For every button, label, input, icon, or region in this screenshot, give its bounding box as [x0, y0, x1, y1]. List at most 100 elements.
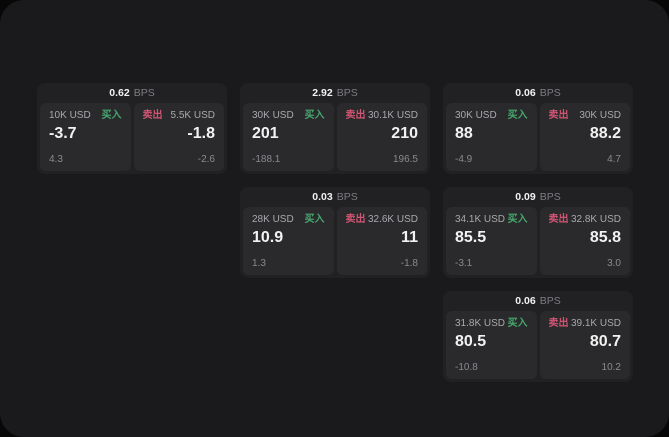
buy-quote-tile[interactable]: 10K USD 买入 -3.7 4.3 — [40, 103, 131, 171]
buy-amount: 30K USD — [455, 110, 497, 121]
buy-side-label: 买入 — [507, 214, 528, 225]
quote-card: 0.09 BPS 34.1K USD 买入 85.5 -3.1 卖出 32.8K… — [443, 187, 633, 278]
quote-card-body: 34.1K USD 买入 85.5 -3.1 卖出 32.8K USD 85.8… — [446, 207, 630, 275]
buy-secondary-value: -188.1 — [252, 154, 281, 165]
buy-price: 80.5 — [455, 333, 487, 350]
bps-value: 2.92 — [312, 87, 333, 99]
buy-amount: 31.8K USD — [455, 318, 506, 329]
quote-card: 0.06 BPS 30K USD 买入 88 -4.9 卖出 30K USD 8… — [443, 83, 633, 174]
bps-value: 0.06 — [515, 295, 536, 307]
sell-tile-header: 卖出 39.1K USD — [549, 319, 622, 329]
buy-quote-tile[interactable]: 31.8K USD 买入 80.5 -10.8 — [446, 311, 537, 379]
sell-quote-tile[interactable]: 卖出 30.1K USD 210 196.5 — [336, 103, 427, 171]
bps-unit-label: BPS — [539, 295, 561, 307]
sell-side-label: 卖出 — [345, 110, 366, 121]
quote-card-body: 10K USD 买入 -3.7 4.3 卖出 5.5K USD -1.8 -2.… — [40, 103, 224, 171]
sell-side-label: 卖出 — [548, 318, 569, 329]
buy-tile-header: 30K USD 买入 — [252, 111, 325, 121]
sell-quote-tile[interactable]: 卖出 39.1K USD 80.7 10.2 — [539, 311, 630, 379]
bps-header: 0.09 BPS — [446, 187, 630, 207]
bps-header: 0.62 BPS — [40, 83, 224, 103]
sell-price: 11 — [401, 229, 418, 246]
buy-quote-tile[interactable]: 30K USD 买入 88 -4.9 — [446, 103, 537, 171]
buy-secondary-value: 4.3 — [49, 154, 63, 165]
buy-side-label: 买入 — [304, 110, 325, 121]
sell-amount: 32.8K USD — [570, 214, 621, 225]
sell-tile-header: 卖出 5.5K USD — [143, 111, 216, 121]
sell-secondary-value: -2.6 — [197, 154, 215, 165]
buy-side-label: 买入 — [101, 110, 122, 121]
quote-card: 0.03 BPS 28K USD 买入 10.9 1.3 卖出 32.6K US… — [240, 187, 430, 278]
buy-secondary-value: 1.3 — [252, 258, 266, 269]
sell-side-label: 卖出 — [548, 110, 569, 121]
buy-amount: 10K USD — [49, 110, 91, 121]
buy-amount: 28K USD — [252, 214, 294, 225]
buy-price: 201 — [252, 125, 279, 142]
sell-price: 80.7 — [589, 333, 621, 350]
sell-quote-tile[interactable]: 卖出 32.8K USD 85.8 3.0 — [539, 207, 630, 275]
buy-secondary-value: -10.8 — [455, 362, 478, 373]
bps-value: 0.62 — [109, 87, 130, 99]
sell-price: -1.8 — [187, 125, 215, 142]
sell-secondary-value: -1.8 — [400, 258, 418, 269]
quote-card: 0.06 BPS 31.8K USD 买入 80.5 -10.8 卖出 39.1… — [443, 291, 633, 382]
sell-price: 85.8 — [589, 229, 621, 246]
sell-amount: 30K USD — [579, 110, 621, 121]
buy-tile-header: 10K USD 买入 — [49, 111, 122, 121]
bps-header: 0.06 BPS — [446, 291, 630, 311]
sell-side-label: 卖出 — [548, 214, 569, 225]
sell-amount: 5.5K USD — [170, 110, 215, 121]
buy-tile-header: 34.1K USD 买入 — [455, 215, 528, 225]
bps-unit-label: BPS — [133, 87, 155, 99]
sell-price: 88.2 — [589, 125, 621, 142]
quote-card: 2.92 BPS 30K USD 买入 201 -188.1 卖出 30.1K … — [240, 83, 430, 174]
buy-secondary-value: -4.9 — [455, 154, 473, 165]
bps-value: 0.03 — [312, 191, 333, 203]
sell-secondary-value: 3.0 — [607, 258, 621, 269]
sell-side-label: 卖出 — [142, 110, 163, 121]
buy-side-label: 买入 — [507, 318, 528, 329]
quote-card-body: 28K USD 买入 10.9 1.3 卖出 32.6K USD 11 -1.8 — [243, 207, 427, 275]
sell-quote-tile[interactable]: 卖出 32.6K USD 11 -1.8 — [336, 207, 427, 275]
cards-grid: 0.62 BPS 10K USD 买入 -3.7 4.3 卖出 5.5K USD… — [37, 83, 633, 382]
sell-secondary-value: 196.5 — [392, 154, 418, 165]
bps-value: 0.06 — [515, 87, 536, 99]
buy-amount: 30K USD — [252, 110, 294, 121]
buy-price: -3.7 — [49, 125, 77, 142]
sell-quote-tile[interactable]: 卖出 30K USD 88.2 4.7 — [539, 103, 630, 171]
buy-secondary-value: -3.1 — [455, 258, 473, 269]
sell-side-label: 卖出 — [345, 214, 366, 225]
buy-tile-header: 28K USD 买入 — [252, 215, 325, 225]
quote-card-body: 30K USD 买入 201 -188.1 卖出 30.1K USD 210 1… — [243, 103, 427, 171]
bps-unit-label: BPS — [539, 191, 561, 203]
quote-card-body: 30K USD 买入 88 -4.9 卖出 30K USD 88.2 4.7 — [446, 103, 630, 171]
buy-tile-header: 30K USD 买入 — [455, 111, 528, 121]
sell-secondary-value: 4.7 — [607, 154, 621, 165]
sell-tile-header: 卖出 32.8K USD — [549, 215, 622, 225]
bps-unit-label: BPS — [539, 87, 561, 99]
sell-amount: 32.6K USD — [367, 214, 418, 225]
buy-price: 88 — [455, 125, 473, 142]
buy-quote-tile[interactable]: 28K USD 买入 10.9 1.3 — [243, 207, 334, 275]
quote-card: 0.62 BPS 10K USD 买入 -3.7 4.3 卖出 5.5K USD… — [37, 83, 227, 174]
bps-unit-label: BPS — [336, 191, 358, 203]
sell-tile-header: 卖出 30.1K USD — [346, 111, 419, 121]
sell-amount: 30.1K USD — [367, 110, 418, 121]
sell-quote-tile[interactable]: 卖出 5.5K USD -1.8 -2.6 — [133, 103, 224, 171]
sell-tile-header: 卖出 30K USD — [549, 111, 622, 121]
bps-header: 0.06 BPS — [446, 83, 630, 103]
buy-price: 85.5 — [455, 229, 487, 246]
sell-price: 210 — [391, 125, 418, 142]
buy-quote-tile[interactable]: 30K USD 买入 201 -188.1 — [243, 103, 334, 171]
buy-tile-header: 31.8K USD 买入 — [455, 319, 528, 329]
buy-side-label: 买入 — [304, 214, 325, 225]
buy-quote-tile[interactable]: 34.1K USD 买入 85.5 -3.1 — [446, 207, 537, 275]
sell-tile-header: 卖出 32.6K USD — [346, 215, 419, 225]
bps-header: 0.03 BPS — [243, 187, 427, 207]
bps-unit-label: BPS — [336, 87, 358, 99]
sell-amount: 39.1K USD — [570, 318, 621, 329]
bps-header: 2.92 BPS — [243, 83, 427, 103]
buy-side-label: 买入 — [507, 110, 528, 121]
bps-value: 0.09 — [515, 191, 536, 203]
